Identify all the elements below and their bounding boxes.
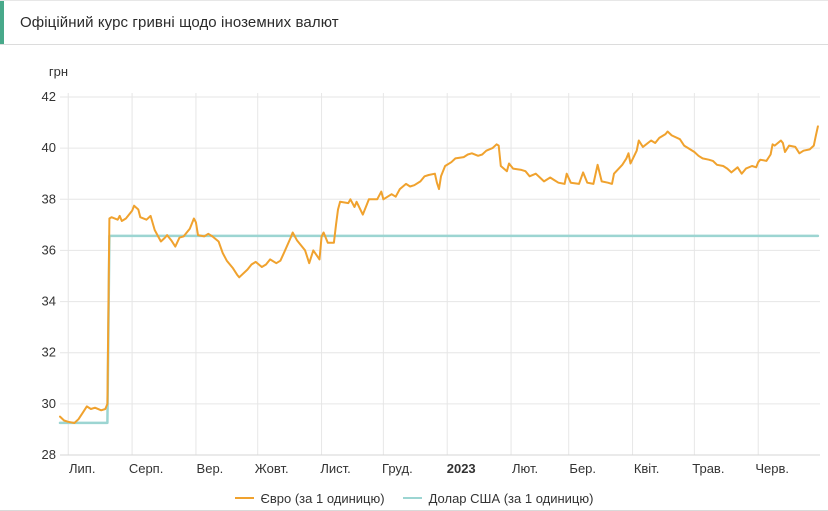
euro-series-line[interactable] xyxy=(59,125,819,424)
x-axis-tick-label: Серп. xyxy=(129,461,164,476)
x-axis-tick-label: Трав. xyxy=(692,461,724,476)
usd-line-swatch xyxy=(402,497,422,499)
exchange-rate-chart: 42 40 38 36 34 32 30 28 грн Лип. Серп. Вер. Жовт. Лис… xyxy=(42,64,820,476)
chart-title: Офіційний курс гривні щодо іноземних вал… xyxy=(20,14,339,31)
legend-item-euro[interactable]: Євро (за 1 одиницю) xyxy=(234,490,385,506)
header-accent-bar xyxy=(0,1,4,44)
x-axis-tick-label: 2023 xyxy=(447,461,476,476)
y-axis-tick-label: 42 xyxy=(42,89,56,104)
x-axis-tick-label: Лист. xyxy=(320,461,350,476)
x-axis-tick-label: Лип. xyxy=(69,461,95,476)
y-axis-tick-label: 32 xyxy=(42,345,56,360)
y-axis-tick-label: 28 xyxy=(42,447,56,462)
legend-item-usd[interactable]: Долар США (за 1 одиницю) xyxy=(402,490,594,506)
x-axis-tick-label: Вер. xyxy=(197,461,224,476)
y-axis-tick-label: 30 xyxy=(42,396,56,411)
euro-line-swatch xyxy=(234,497,254,499)
y-axis-tick-label: 34 xyxy=(42,294,56,309)
usd-legend-label: Долар США (за 1 одиницю) xyxy=(428,490,594,506)
y-axis-unit-label: грн xyxy=(49,64,68,79)
chart-legend: Євро (за 1 одиницю) Долар США (за 1 один… xyxy=(0,488,828,508)
x-axis-tick-label: Жовт. xyxy=(255,461,289,476)
x-axis-tick-label: Груд. xyxy=(382,461,413,476)
x-axis-tick-label: Бер. xyxy=(569,461,596,476)
y-axis-tick-label: 36 xyxy=(42,242,56,257)
y-axis-tick-label: 38 xyxy=(42,191,56,206)
y-axis-tick-label: 40 xyxy=(42,140,56,155)
x-axis-tick-label: Черв. xyxy=(755,461,789,476)
widget-header: Офіційний курс гривні щодо іноземних вал… xyxy=(0,0,828,45)
x-axis-tick-label: Лют. xyxy=(512,461,538,476)
x-axis-tick-label: Квіт. xyxy=(634,461,660,476)
euro-legend-label: Євро (за 1 одиницю) xyxy=(260,490,385,506)
usd-series-line[interactable] xyxy=(58,234,820,425)
